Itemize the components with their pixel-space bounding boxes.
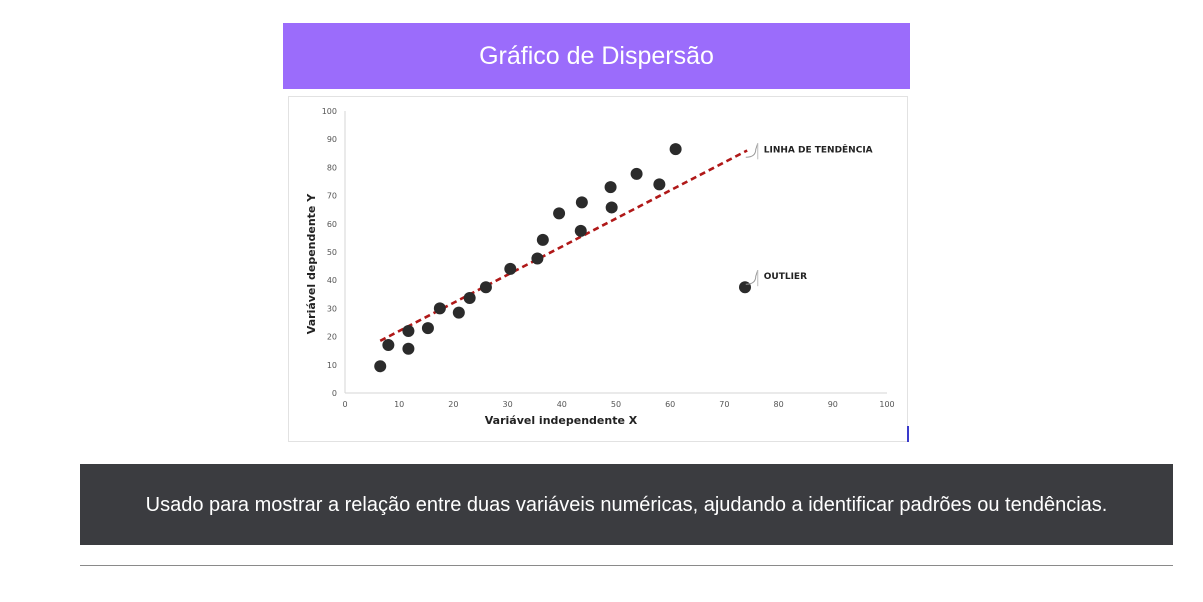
x-tick-label: 30 <box>503 400 513 409</box>
data-point <box>504 262 517 275</box>
x-axis-label: Variável independente X <box>485 414 638 427</box>
data-point <box>374 360 387 373</box>
x-tick-label: 80 <box>774 400 784 409</box>
data-point <box>382 339 395 352</box>
divider <box>80 565 1173 566</box>
data-point <box>630 167 643 180</box>
y-tick-label: 100 <box>322 107 337 116</box>
data-point <box>402 342 415 355</box>
chart-title-banner: Gráfico de Dispersão <box>283 23 910 89</box>
y-tick-label: 70 <box>327 192 337 201</box>
data-point <box>553 207 566 220</box>
trendline-layer <box>379 149 748 342</box>
y-tick-label: 30 <box>327 304 337 313</box>
data-point <box>536 233 549 246</box>
caption-bar: Usado para mostrar a relação entre duas … <box>80 464 1173 545</box>
y-tick-label: 10 <box>327 361 337 370</box>
data-point <box>575 196 588 209</box>
data-point <box>433 302 446 315</box>
data-point <box>479 281 492 294</box>
y-tick-label: 0 <box>332 389 337 398</box>
text-cursor-marker <box>907 426 909 442</box>
data-point <box>669 143 682 156</box>
data-point <box>463 291 476 304</box>
data-point <box>604 181 617 194</box>
annotations-layer: LINHA DE TENDÊNCIA OUTLIER <box>745 143 873 287</box>
x-tick-label: 20 <box>448 400 458 409</box>
data-point <box>531 252 544 265</box>
x-tick-label: 100 <box>879 400 894 409</box>
data-point <box>574 224 587 237</box>
y-tick-label: 20 <box>327 333 337 342</box>
y-axis-label: Variável dependente Y <box>305 193 318 334</box>
y-tick-label: 60 <box>327 220 337 229</box>
data-point <box>452 306 465 319</box>
y-tick-label: 80 <box>327 163 337 172</box>
y-tick-label: 40 <box>327 276 337 285</box>
annotation-label: LINHA DE TENDÊNCIA <box>764 143 873 155</box>
x-tick-label: 0 <box>342 400 347 409</box>
x-tick-label: 90 <box>828 400 838 409</box>
chart-frame: 0 10 20 30 40 50 60 70 80 90 100 0 10 20 30 40 50 60 70 80 9… <box>288 96 908 442</box>
data-point <box>605 201 618 214</box>
data-point <box>653 178 666 191</box>
page-title: Gráfico de Dispersão <box>479 41 714 70</box>
x-tick-label: 10 <box>394 400 404 409</box>
data-point <box>738 281 751 294</box>
annotation-connector <box>745 270 759 285</box>
y-tick-label: 90 <box>327 135 337 144</box>
annotation-connector <box>745 143 759 158</box>
annotation-label: OUTLIER <box>764 272 807 282</box>
caption-text: Usado para mostrar a relação entre duas … <box>145 493 1108 516</box>
x-tick-label: 40 <box>557 400 567 409</box>
data-point <box>402 324 415 337</box>
y-tick-label: 50 <box>327 248 337 257</box>
axes: 0 10 20 30 40 50 60 70 80 90 100 0 10 20 30 40 50 60 70 80 9… <box>322 107 895 409</box>
points-layer <box>374 143 751 373</box>
scatter-chart: 0 10 20 30 40 50 60 70 80 90 100 0 10 20 30 40 50 60 70 80 9… <box>305 107 895 427</box>
trendline <box>379 149 748 342</box>
data-point <box>421 322 434 335</box>
x-tick-label: 70 <box>719 400 729 409</box>
x-tick-label: 60 <box>665 400 675 409</box>
x-tick-label: 50 <box>611 400 621 409</box>
